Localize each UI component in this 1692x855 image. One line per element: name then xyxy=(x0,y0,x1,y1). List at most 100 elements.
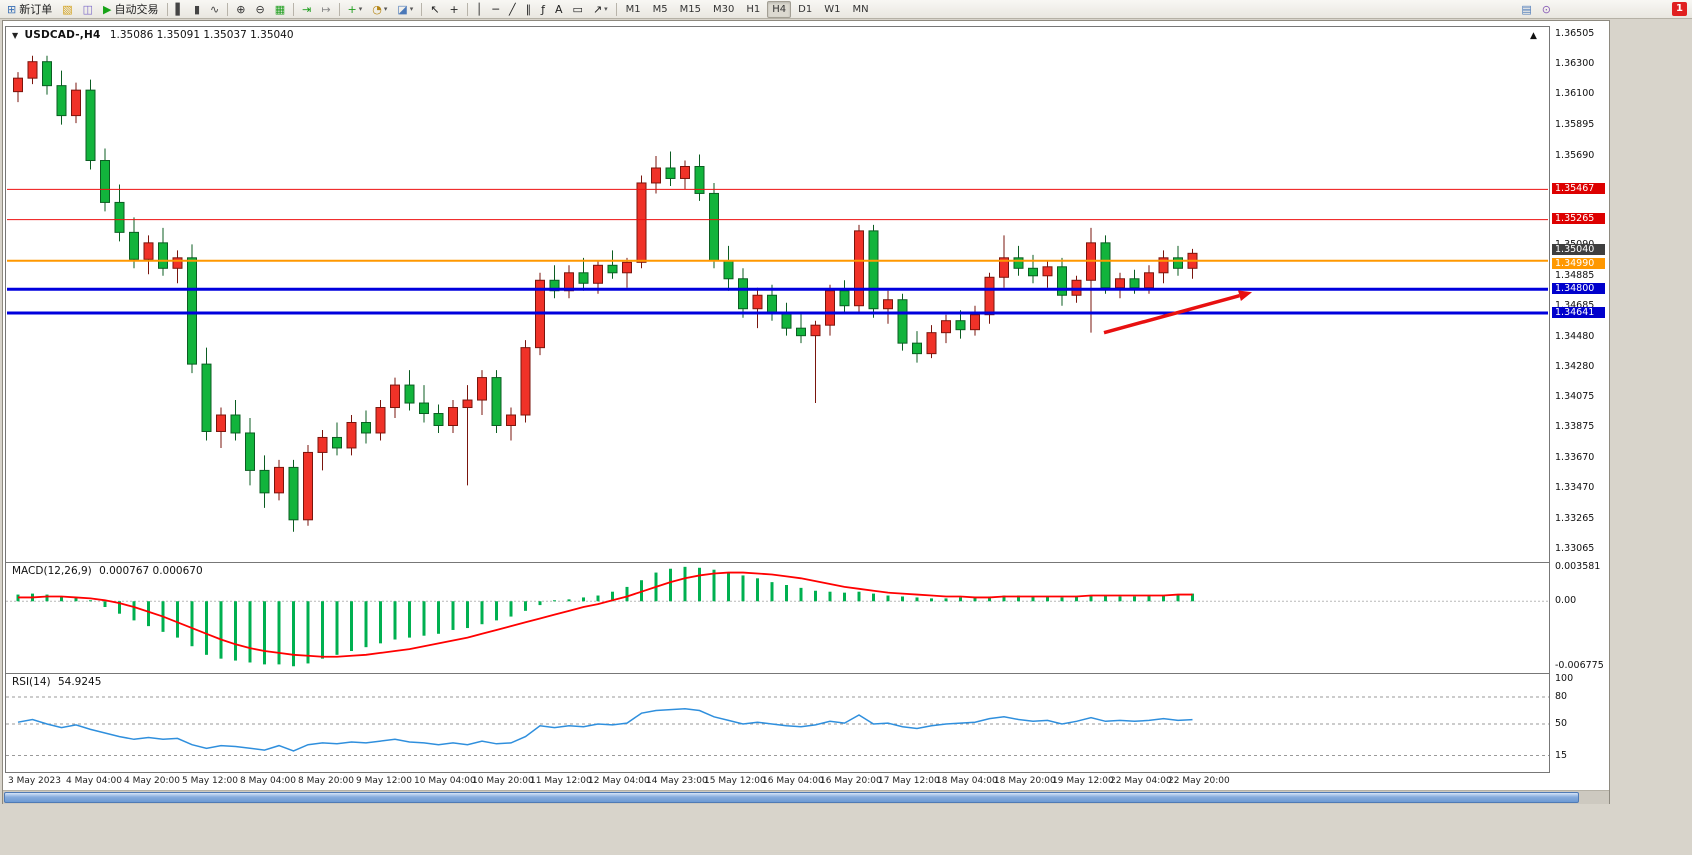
price-label-1.34990: 1.34990 xyxy=(1552,258,1605,270)
tile-windows-button[interactable]: ▦ xyxy=(271,0,289,19)
search-button[interactable]: ⊙ xyxy=(1538,0,1555,19)
price-panel[interactable]: ▼ USDCAD-,H4 1.35086 1.35091 1.35037 1.3… xyxy=(5,26,1550,563)
candlesticks-layer xyxy=(13,55,1198,532)
price-label-1.35265: 1.35265 xyxy=(1552,213,1605,225)
scrollbar-thumb[interactable] xyxy=(4,792,1579,803)
candle-body xyxy=(897,299,908,344)
chevron-down-icon[interactable]: ▾ xyxy=(409,5,414,13)
timeframe-h1-button[interactable]: H1 xyxy=(746,3,761,15)
timeframe-m30-button[interactable]: M30 xyxy=(713,3,735,15)
terminal-button[interactable]: ◫ xyxy=(79,0,97,19)
text-button[interactable]: A xyxy=(551,0,567,19)
candle-body xyxy=(129,231,139,260)
new-order-button[interactable]: ⊞ 新订单 xyxy=(3,0,56,19)
horizontal-lines-layer[interactable] xyxy=(7,188,1548,315)
time-label: 11 May 12:00 xyxy=(530,776,592,786)
data-window-button[interactable]: ▤ xyxy=(1517,0,1535,19)
price-tick: 1.34885 xyxy=(1555,270,1595,282)
rsi-tick: 80 xyxy=(1555,691,1568,702)
candle-body xyxy=(593,264,603,284)
zoom-in-button[interactable]: ⊕ xyxy=(232,0,249,19)
candle-body xyxy=(694,165,705,194)
line-chart-button[interactable]: ∿ xyxy=(206,0,223,19)
crosshair-button[interactable]: + xyxy=(446,0,463,19)
cursor-button[interactable]: ↖ xyxy=(426,0,443,19)
time-label: 16 May 04:00 xyxy=(762,776,824,786)
chart-shortcut-button[interactable]: ▧ xyxy=(58,0,76,19)
candle-body xyxy=(1057,266,1067,296)
rsi-canvas[interactable] xyxy=(6,674,1549,772)
price-tick: 1.33470 xyxy=(1555,481,1595,493)
candle-body xyxy=(13,77,23,93)
candle-body xyxy=(303,451,313,521)
zoom-in-icon: ⊕ xyxy=(236,2,246,16)
price-tick: 1.34075 xyxy=(1555,391,1595,403)
candle-body xyxy=(883,299,893,310)
shapes-button[interactable]: ↗ ▾ xyxy=(589,0,612,19)
auto-scroll-button[interactable]: ⇥ xyxy=(298,0,315,19)
channel-button[interactable]: ∥ xyxy=(522,0,536,19)
fibonacci-button[interactable]: ƒ xyxy=(537,0,549,19)
timeframe-m5-button[interactable]: M5 xyxy=(652,3,668,15)
rsi-value: 54.9245 xyxy=(57,676,102,688)
templates-button[interactable]: ◪ ▾ xyxy=(393,0,417,19)
autotrade-icon: ▶ xyxy=(103,2,112,16)
auto-scroll-icon: ⇥ xyxy=(302,2,312,16)
autotrade-button[interactable]: ▶ 自动交易 xyxy=(99,0,162,19)
candle-body xyxy=(216,414,226,432)
candle-body xyxy=(636,182,647,263)
notification-badge[interactable]: 1 xyxy=(1672,2,1687,16)
vertical-line-button[interactable]: │ xyxy=(472,0,487,19)
timeframe-h4-button[interactable]: H4 xyxy=(767,0,792,18)
price-label-1.35040: 1.35040 xyxy=(1552,243,1605,255)
candlestick-chart-button[interactable]: ▮ xyxy=(190,0,204,19)
chevron-down-icon[interactable]: ▾ xyxy=(358,5,363,13)
bar-chart-button[interactable]: ▌ xyxy=(172,0,188,19)
candle-body xyxy=(1158,257,1169,274)
toolbar-separator xyxy=(615,2,617,16)
macd-values: 0.000767 0.000670 xyxy=(99,565,203,577)
candle-body xyxy=(781,312,792,329)
chevron-down-icon[interactable]: ▾ xyxy=(383,5,388,13)
candle-body xyxy=(361,421,371,434)
rsi-panel[interactable]: RSI(14) 54.9245 xyxy=(5,673,1550,773)
macd-signal-line xyxy=(18,571,1193,658)
price-chart-canvas[interactable] xyxy=(6,27,1549,562)
candle-body xyxy=(1129,278,1140,289)
timeframe-d1-button[interactable]: D1 xyxy=(798,3,813,15)
zoom-out-button[interactable]: ⊖ xyxy=(251,0,268,19)
horizontal-line-button[interactable]: ─ xyxy=(488,0,503,19)
timeframe-mn-button[interactable]: MN xyxy=(852,3,869,15)
chart-shift-button[interactable]: ↦ xyxy=(317,0,334,19)
candle-body xyxy=(477,377,487,401)
indicators-button[interactable]: + ▾ xyxy=(344,0,367,19)
periods-button[interactable]: ◔ ▾ xyxy=(368,0,391,19)
candle-body xyxy=(578,272,589,284)
horizontal-scrollbar[interactable] xyxy=(3,790,1609,804)
candle-body xyxy=(607,264,618,274)
price-tick: 1.33265 xyxy=(1555,512,1595,524)
timeframe-m1-button[interactable]: M1 xyxy=(625,3,641,15)
label-button[interactable]: ▭ xyxy=(569,0,587,19)
macd-canvas[interactable] xyxy=(6,563,1549,673)
candle-body xyxy=(1100,242,1111,289)
crosshair-icon: + xyxy=(449,2,459,16)
candle-body xyxy=(622,261,632,274)
candle-body xyxy=(71,89,81,117)
toolbar-right-group: ▤ ⊙ 1 xyxy=(1516,0,1690,19)
candle-body xyxy=(42,61,52,87)
chart-collapse-icon[interactable]: ▼ xyxy=(12,31,19,40)
candle-body xyxy=(230,414,241,434)
chevron-down-icon[interactable]: ▾ xyxy=(604,5,608,13)
rsi-label: RSI(14) xyxy=(12,676,51,688)
timeframe-m15-button[interactable]: M15 xyxy=(679,3,702,15)
scroll-to-end-icon[interactable]: ▲ xyxy=(1530,31,1537,41)
price-axis[interactable]: 1.36505 1.36300 1.36100 1.35895 1.35690 1.350… xyxy=(1552,21,1611,805)
time-label: 8 May 04:00 xyxy=(240,776,296,786)
trend-arrow[interactable] xyxy=(1103,290,1252,335)
macd-panel[interactable]: MACD(12,26,9) 0.000767 0.000670 xyxy=(5,562,1550,674)
time-label: 4 May 04:00 xyxy=(66,776,122,786)
trendline-button[interactable]: ╱ xyxy=(505,0,520,19)
candle-body xyxy=(680,165,690,179)
timeframe-w1-button[interactable]: W1 xyxy=(824,3,841,15)
